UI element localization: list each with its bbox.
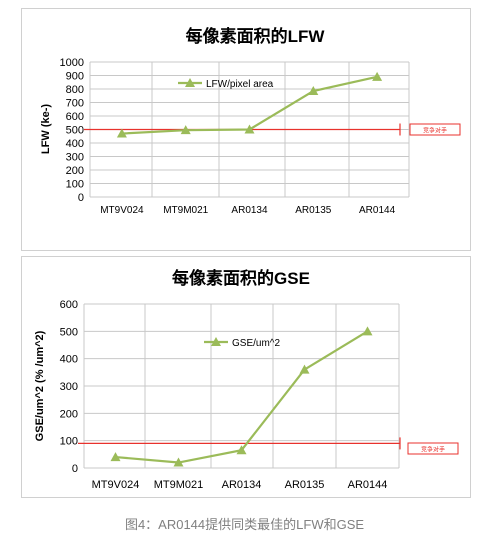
gse-y-tick-label: 400 bbox=[60, 354, 78, 366]
gse-data-point bbox=[362, 326, 373, 336]
lfw-data-point bbox=[372, 71, 383, 81]
figure-caption: 图4：AR0144提供同类最佳的LFW和GSE bbox=[124, 517, 365, 532]
gse-y-axis-label: GSE/um^2 (% /um^2) bbox=[34, 330, 46, 441]
lfw-legend-marker bbox=[185, 78, 195, 87]
lfw-legend-label: LFW/pixel area bbox=[206, 79, 274, 90]
gse-data-point bbox=[173, 457, 184, 467]
lfw-y-tick-label: 200 bbox=[66, 165, 84, 177]
lfw-data-point bbox=[308, 86, 319, 96]
gse-competitor-label: 竞争对手 bbox=[421, 446, 445, 454]
gse-chart-title: 每像素面积的GSE bbox=[172, 268, 310, 288]
lfw-competitor-label-box bbox=[409, 123, 461, 136]
gse-x-tick-label: AR0134 bbox=[222, 479, 262, 491]
gse-y-tick-label: 600 bbox=[60, 299, 78, 311]
lfw-y-tick-label: 1000 bbox=[60, 57, 84, 69]
gse-y-tick-label: 200 bbox=[60, 408, 78, 420]
gse-y-tick-label: 0 bbox=[72, 463, 78, 475]
lfw-x-tick-label: MT9M021 bbox=[163, 205, 208, 216]
gse-y-tick-label: 100 bbox=[60, 436, 78, 448]
gse-chart-panel bbox=[21, 256, 471, 498]
lfw-x-tick-label: MT9V024 bbox=[100, 205, 144, 216]
gse-x-tick-label: AR0135 bbox=[285, 479, 325, 491]
gse-legend-marker bbox=[211, 337, 221, 346]
lfw-x-tick-label: AR0134 bbox=[231, 205, 268, 216]
lfw-y-tick-label: 400 bbox=[66, 138, 84, 150]
gse-competitor-label-box bbox=[407, 442, 459, 455]
gse-x-tick-label: AR0144 bbox=[348, 479, 388, 491]
lfw-y-tick-label: 500 bbox=[66, 125, 84, 137]
gse-x-tick-label: MT9M021 bbox=[154, 479, 204, 491]
gse-data-point bbox=[236, 445, 247, 455]
lfw-y-tick-label: 0 bbox=[78, 192, 84, 204]
lfw-y-tick-label: 800 bbox=[66, 84, 84, 96]
gse-data-point bbox=[110, 452, 121, 462]
lfw-y-tick-label: 100 bbox=[66, 179, 84, 191]
gse-data-point bbox=[299, 364, 310, 374]
lfw-y-axis-label: LFW (ke-) bbox=[40, 104, 52, 154]
lfw-y-tick-label: 900 bbox=[66, 71, 84, 83]
lfw-data-point bbox=[244, 124, 255, 134]
gse-y-tick-label: 300 bbox=[60, 381, 78, 393]
gse-x-tick-label: MT9V024 bbox=[92, 479, 140, 491]
lfw-x-tick-label: AR0144 bbox=[359, 205, 396, 216]
lfw-x-tick-label: AR0135 bbox=[295, 205, 332, 216]
lfw-chart-title: 每像素面积的LFW bbox=[186, 26, 326, 46]
lfw-y-tick-label: 600 bbox=[66, 111, 84, 123]
lfw-data-point bbox=[180, 125, 191, 135]
gse-legend-label: GSE/um^2 bbox=[232, 338, 280, 349]
lfw-y-tick-label: 700 bbox=[66, 98, 84, 110]
lfw-y-tick-label: 300 bbox=[66, 152, 84, 164]
gse-y-tick-label: 500 bbox=[60, 326, 78, 338]
lfw-competitor-label: 竞争对手 bbox=[423, 127, 447, 135]
lfw-data-point bbox=[116, 128, 127, 138]
